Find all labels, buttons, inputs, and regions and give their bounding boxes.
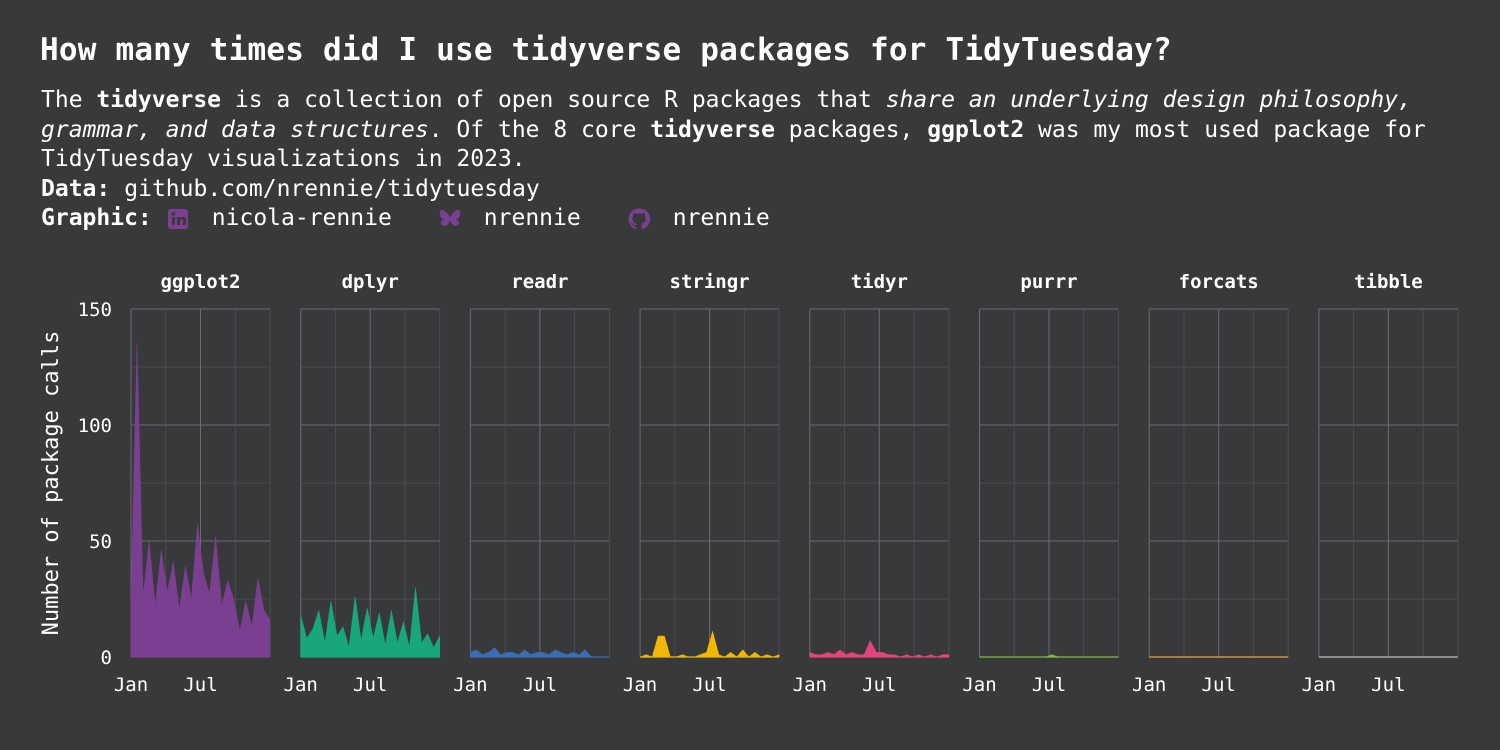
description-text: . Of the 8 core — [428, 116, 651, 143]
panel-purrr: purrr Jan Jul — [962, 271, 1119, 696]
github-handle: nrennie — [672, 205, 770, 231]
panel-title: forcats — [1179, 271, 1259, 293]
panel-tibble: tibble Jan Jul — [1302, 271, 1459, 696]
panel-title: ggplot2 — [160, 271, 240, 293]
linkedin-handle: nicola-rennie — [211, 205, 392, 231]
panel-forcats: forcats Jan Jul — [1132, 271, 1289, 696]
x-tick-label: Jan — [1132, 674, 1166, 696]
x-tick-label: Jul — [183, 674, 217, 696]
panel-readr: readr Jan Jul — [453, 271, 610, 696]
x-tick-label: Jul — [1032, 674, 1066, 696]
description-italic: share an underlying design philosophy, g… — [41, 87, 1412, 143]
x-tick-label: Jan — [623, 674, 657, 696]
description-bold: tidyverse — [96, 87, 222, 113]
description: The tidyverse is a collection of open so… — [41, 86, 1461, 175]
description-bold: ggplot2 — [927, 116, 1025, 143]
x-tick-label: Jan — [793, 674, 827, 696]
y-tick-label: 150 — [78, 299, 112, 321]
x-tick-label: Jan — [114, 674, 148, 696]
panel-title: tibble — [1354, 271, 1423, 293]
github-link[interactable]: nrennie — [627, 204, 770, 234]
data-source-link[interactable]: github.com/nrennie/tidytuesday — [124, 175, 540, 202]
github-icon — [628, 208, 650, 229]
x-tick-label: Jul — [353, 674, 387, 696]
area-readr — [470, 647, 610, 658]
graphic-label: Graphic: — [41, 205, 152, 231]
panel-dplyr: dplyr Jan Jul — [284, 271, 441, 696]
description-text: was my most used package for TidyTuesday… — [41, 116, 1426, 173]
description-text: The — [41, 87, 97, 113]
graphic-credit-line: Graphic: nicola-rennie nrennie nrennie — [41, 204, 1461, 234]
bluesky-handle: nrennie — [483, 205, 581, 231]
data-label: Data: — [41, 175, 111, 202]
panel-title: readr — [511, 271, 568, 293]
x-tick-label: Jul — [523, 674, 557, 696]
description-text: is a collection of open source R package… — [221, 87, 886, 113]
area-stringr — [639, 630, 780, 658]
panel-title: stringr — [670, 271, 750, 293]
x-tick-label: Jan — [1302, 674, 1336, 696]
y-tick-label: 50 — [89, 531, 112, 553]
page-title: How many times did I use tidyverse packa… — [40, 32, 1172, 68]
x-tick-label: Jan — [453, 674, 487, 696]
linkedin-icon — [167, 208, 188, 229]
description-bold: tidyverse — [650, 116, 775, 143]
linkedin-link[interactable]: nicola-rennie — [166, 204, 392, 234]
area-tidyr — [809, 640, 950, 658]
panel-title: dplyr — [342, 271, 399, 293]
y-tick-label: 0 — [101, 647, 112, 669]
x-tick-label: Jan — [284, 674, 318, 696]
y-tick-label: 100 — [78, 415, 112, 437]
bluesky-link[interactable]: nrennie — [438, 204, 581, 234]
panel-tidyr: tidyr Jan Jul — [793, 271, 950, 696]
subtitle: The tidyverse is a collection of open so… — [41, 86, 1461, 234]
area-ggplot2 — [130, 343, 271, 658]
panel-title: tidyr — [851, 271, 908, 293]
y-axis-title: Number of package calls — [39, 331, 64, 636]
area-dplyr — [300, 587, 440, 658]
x-tick-label: Jul — [692, 674, 726, 696]
x-tick-label: Jul — [1371, 674, 1405, 696]
x-tick-label: Jul — [1202, 674, 1236, 696]
data-source-line: Data: github.com/nrennie/tidytuesday — [41, 175, 1461, 205]
panel-ggplot2: ggplot2 Jan Jul — [114, 271, 271, 696]
panel-title: purrr — [1020, 271, 1077, 293]
butterfly-icon — [439, 209, 461, 226]
x-tick-label: Jul — [862, 674, 896, 696]
description-text: packages, — [774, 116, 928, 143]
panel-stringr: stringr Jan Jul — [623, 271, 780, 696]
x-tick-label: Jan — [962, 674, 996, 696]
